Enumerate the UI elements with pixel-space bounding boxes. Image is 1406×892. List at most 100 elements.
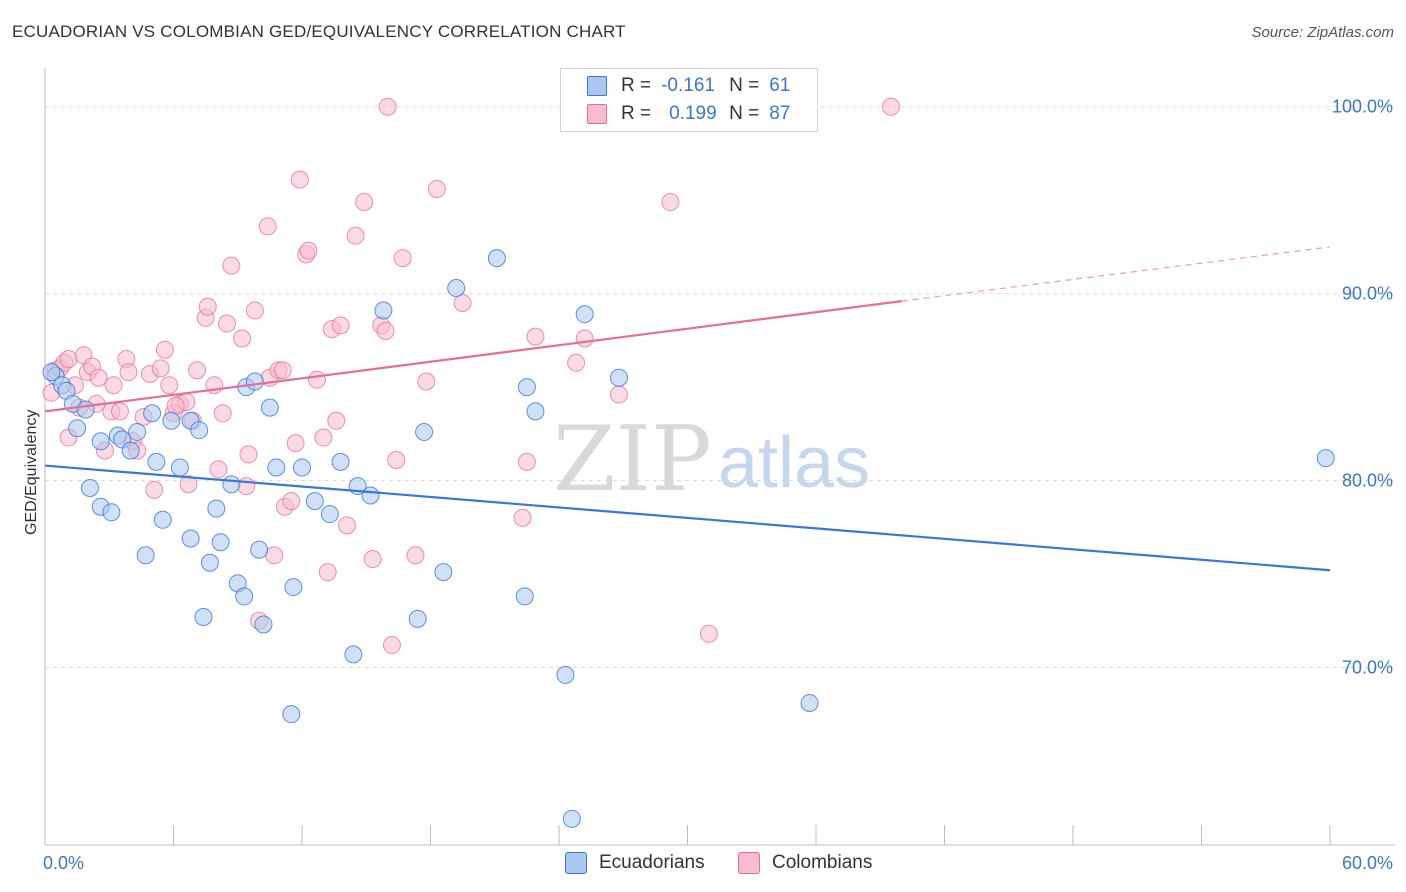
colombians-point: [513, 508, 532, 527]
ecuadorians-point: [1316, 449, 1335, 468]
colombians-point: [290, 170, 309, 189]
y-tick-label: 90.0%: [1342, 284, 1393, 304]
colombians-point: [382, 636, 401, 655]
colombians-point: [166, 396, 185, 415]
ecuadorians-point: [415, 422, 434, 441]
ecuadorians-point: [91, 432, 110, 451]
colombians-point: [188, 361, 207, 380]
ecuadorians-point: [282, 705, 301, 724]
ecuadorians-point: [320, 505, 339, 524]
legend-swatch-colombians: [738, 852, 760, 874]
legend-r-label: R =: [621, 103, 652, 124]
colombians-point: [145, 480, 164, 499]
ecuadorians-point: [128, 422, 147, 441]
colombians-point: [110, 402, 129, 421]
colombians-point: [881, 97, 900, 116]
ecuadorians-point: [526, 402, 545, 421]
legend-row-ecuadorians: R = -0.161 N = 61: [587, 73, 790, 99]
legend-row-colombians: R = 0.199 N = 87: [587, 101, 790, 127]
ecuadorians-point: [562, 809, 581, 828]
colombians-point: [233, 329, 252, 348]
colombians-point: [265, 546, 284, 565]
ecuadorians-point: [245, 372, 264, 391]
ecuadorians-point: [260, 398, 279, 417]
colombians-point: [151, 359, 170, 378]
colombians-point: [393, 249, 412, 268]
ecuadorians-point: [170, 458, 189, 477]
ecuadorians-point: [121, 441, 140, 460]
colombians-point: [198, 297, 217, 316]
ecuadorians-point: [254, 615, 273, 634]
colombians-point: [307, 370, 326, 389]
colombians-point: [245, 301, 264, 320]
colombians-point: [286, 434, 305, 453]
legend-n-label: N =: [729, 75, 760, 96]
axes: [44, 68, 1395, 846]
colombians-point: [609, 385, 628, 404]
y-tick-label: 100.0%: [1332, 97, 1393, 117]
ecuadorians-point: [293, 458, 311, 477]
colombians-point: [427, 179, 446, 198]
colombians-points: [42, 97, 900, 655]
legend-swatch-blue: [587, 76, 607, 96]
ecuadorians-point: [284, 578, 303, 597]
legend-n-label: N =: [729, 103, 760, 124]
y-tick-label: 70.0%: [1342, 657, 1393, 677]
trendlines: [44, 246, 1331, 572]
colombians-point: [239, 445, 258, 464]
legend-n-value: 87: [769, 103, 791, 124]
ecuadorians-point: [609, 368, 628, 387]
ecuadorians-point: [68, 419, 87, 438]
x-tick-label: 60.0%: [1342, 853, 1393, 873]
legend-swatch-pink: [587, 104, 607, 124]
colombians-point: [213, 404, 232, 423]
chart-title: ECUADORIAN VS COLOMBIAN GED/EQUIVALENCY …: [12, 22, 626, 41]
colombians-point: [222, 256, 241, 275]
legend-label-colombians: Colombians: [772, 852, 873, 873]
colombians-point: [119, 363, 138, 382]
ecuadorians-point: [361, 486, 380, 505]
colombians-point: [273, 361, 292, 380]
colombians-point: [517, 452, 536, 471]
colombians-point: [237, 477, 256, 496]
ecuadorians-point: [447, 279, 466, 298]
x-tick-label: 0.0%: [43, 853, 84, 873]
ecuadorians-point: [190, 421, 209, 440]
colombians-trendline-extension: [901, 246, 1331, 302]
colombians-point: [160, 376, 179, 395]
ecuadorians-point: [211, 533, 230, 552]
colombians-point: [661, 193, 680, 212]
ecuadorians-point: [153, 510, 172, 529]
ecuadorians-point: [800, 693, 819, 712]
colombians-point: [355, 193, 374, 212]
ecuadorians-point: [207, 499, 226, 518]
watermark: ZIP atlas: [553, 407, 870, 512]
ecuadorians-point: [556, 665, 575, 684]
ecuadorians-trendline: [44, 464, 1331, 572]
ecuadorians-point: [102, 503, 121, 522]
colombians-point: [575, 329, 594, 348]
colombians-point: [318, 563, 337, 582]
colombians-point: [376, 322, 395, 341]
colombians-point: [406, 546, 425, 565]
ecuadorians-point: [200, 553, 219, 572]
ecuadorians-point: [344, 645, 363, 664]
legend-item-ecuadorians: Ecuadorians: [565, 852, 705, 874]
colombians-point: [282, 492, 301, 511]
legend-r-label: R =: [621, 75, 652, 96]
series-legend: Ecuadorians Colombians: [0, 852, 1406, 878]
ecuadorians-point: [575, 305, 594, 324]
ecuadorians-point: [267, 458, 286, 477]
ecuadorians-point: [162, 411, 181, 430]
legend-n-value: 61: [769, 75, 791, 96]
colombians-point: [179, 475, 198, 494]
colombians-trendline: [44, 300, 902, 413]
colombians-point: [89, 368, 108, 387]
colombians-point: [363, 550, 382, 569]
stats-legend: R = -0.161 N = 61 R = 0.199 N = 87: [560, 68, 818, 132]
colombians-point: [155, 340, 174, 359]
y-axis-label: GED/Equivalency: [23, 410, 40, 535]
ecuadorians-point: [487, 249, 506, 268]
colombians-point: [104, 376, 123, 395]
ecuadorians-point: [305, 492, 324, 511]
